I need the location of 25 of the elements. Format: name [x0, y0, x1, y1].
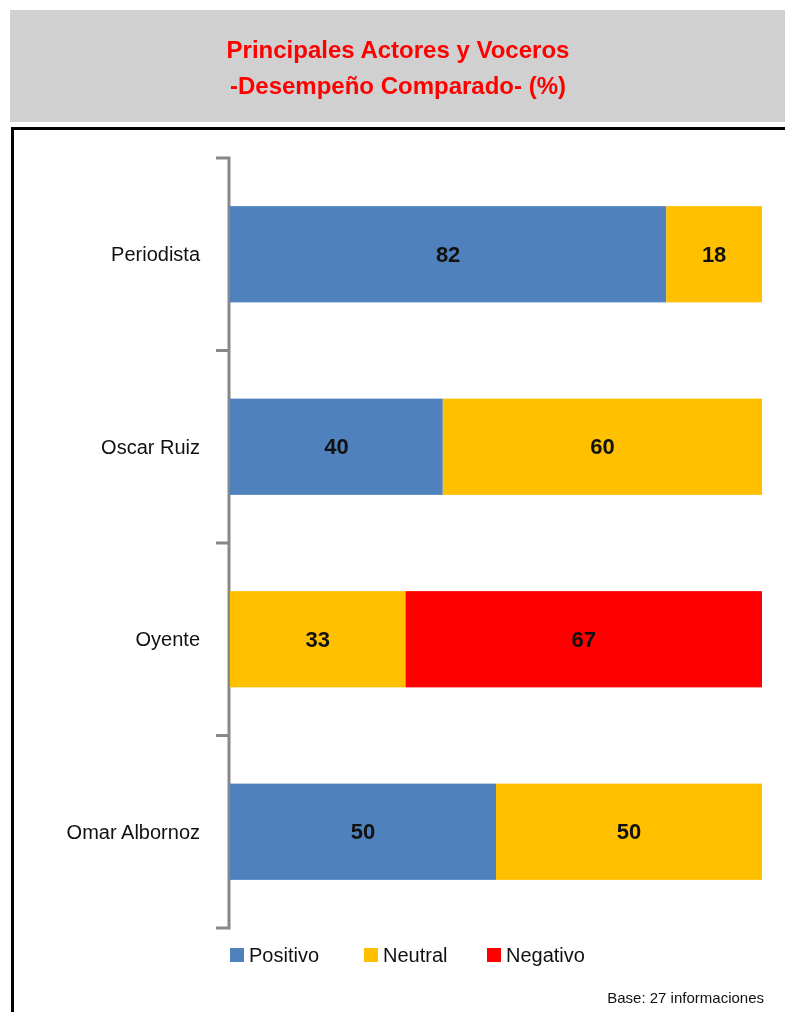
- legend-label: Neutral: [383, 944, 448, 966]
- bar: [230, 591, 406, 688]
- bar: [405, 591, 762, 688]
- y-tick-label: Periodista: [111, 243, 201, 266]
- data-label: 50: [350, 819, 376, 845]
- legend-label: Positivo: [249, 944, 320, 966]
- bar: [230, 783, 496, 880]
- bar: [230, 398, 443, 495]
- y-tick-label: Omar Albornoz: [66, 820, 200, 843]
- data-label: 18: [701, 241, 727, 267]
- chart-title: Principales Actores y Voceros -Desempeño Comparado- (%): [226, 36, 570, 99]
- data-label: 50: [616, 819, 642, 845]
- data-label: 33: [305, 626, 331, 652]
- y-tick-label: Oscar Ruiz: [101, 435, 200, 458]
- bar: [496, 783, 762, 880]
- bar: [666, 206, 762, 303]
- bar: [442, 398, 762, 495]
- text: Base: 27 informaciones: [607, 989, 764, 1006]
- data-label: 40: [324, 434, 349, 460]
- y-tick-label: Oyente: [135, 628, 200, 651]
- legend-label: Negativo: [506, 944, 585, 966]
- data-label: 60: [590, 434, 615, 460]
- data-label: 82: [435, 241, 461, 267]
- bar: [230, 206, 667, 303]
- data-label: 67: [571, 626, 597, 652]
